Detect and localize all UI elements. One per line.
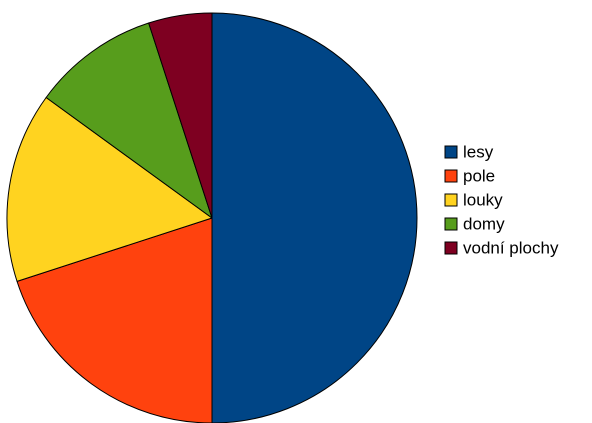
legend-label-lesy: lesy — [463, 143, 494, 162]
legend: lesy pole louky domy vodní plochy — [444, 143, 559, 258]
pie-slice-vodní-plochy — [148, 12, 213, 219]
legend-label-pole: pole — [463, 167, 495, 186]
legend-swatch-vodní-plochy — [444, 241, 458, 255]
pie-slice-pole — [16, 217, 213, 423]
legend-label-louky: louky — [463, 191, 503, 210]
legend-label-domy: domy — [463, 215, 505, 234]
legend-swatch-lesy — [444, 145, 458, 159]
pie-slice-domy — [45, 22, 213, 219]
legend-swatch-pole — [444, 169, 458, 183]
pie-slice-lesy — [211, 12, 418, 423]
pie-slices — [6, 12, 418, 423]
pie-slice-louky — [6, 97, 213, 282]
legend-swatch-domy — [444, 217, 458, 231]
legend-label-vodní-plochy: vodní plochy — [463, 239, 559, 258]
legend-swatch-louky — [444, 193, 458, 207]
